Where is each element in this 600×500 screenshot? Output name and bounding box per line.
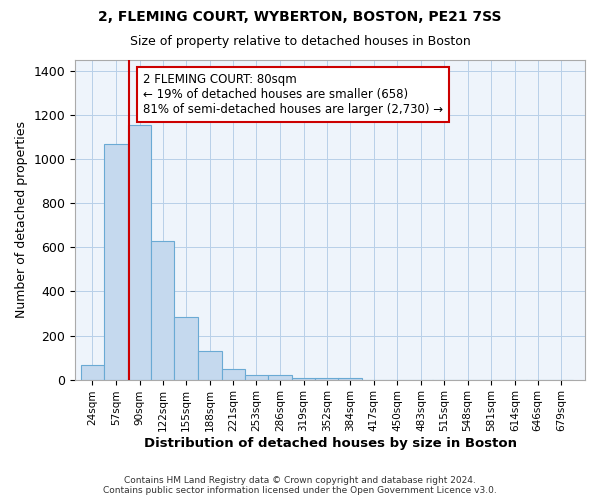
Text: Contains HM Land Registry data © Crown copyright and database right 2024.
Contai: Contains HM Land Registry data © Crown c… [103, 476, 497, 495]
Text: Size of property relative to detached houses in Boston: Size of property relative to detached ho… [130, 35, 470, 48]
Bar [245, 374, 268, 380]
Bar [198, 351, 221, 380]
Y-axis label: Number of detached properties: Number of detached properties [15, 122, 28, 318]
Bar [175, 317, 198, 380]
Text: 2 FLEMING COURT: 80sqm
← 19% of detached houses are smaller (658)
81% of semi-de: 2 FLEMING COURT: 80sqm ← 19% of detached… [143, 73, 443, 116]
Bar [104, 144, 128, 380]
Bar [292, 378, 316, 380]
Bar [128, 125, 151, 380]
X-axis label: Distribution of detached houses by size in Boston: Distribution of detached houses by size … [143, 437, 517, 450]
Bar [151, 240, 175, 380]
Bar [316, 378, 339, 380]
Bar [338, 378, 362, 380]
Bar [268, 374, 292, 380]
Bar [221, 369, 245, 380]
Text: 2, FLEMING COURT, WYBERTON, BOSTON, PE21 7SS: 2, FLEMING COURT, WYBERTON, BOSTON, PE21… [98, 10, 502, 24]
Bar [80, 366, 104, 380]
